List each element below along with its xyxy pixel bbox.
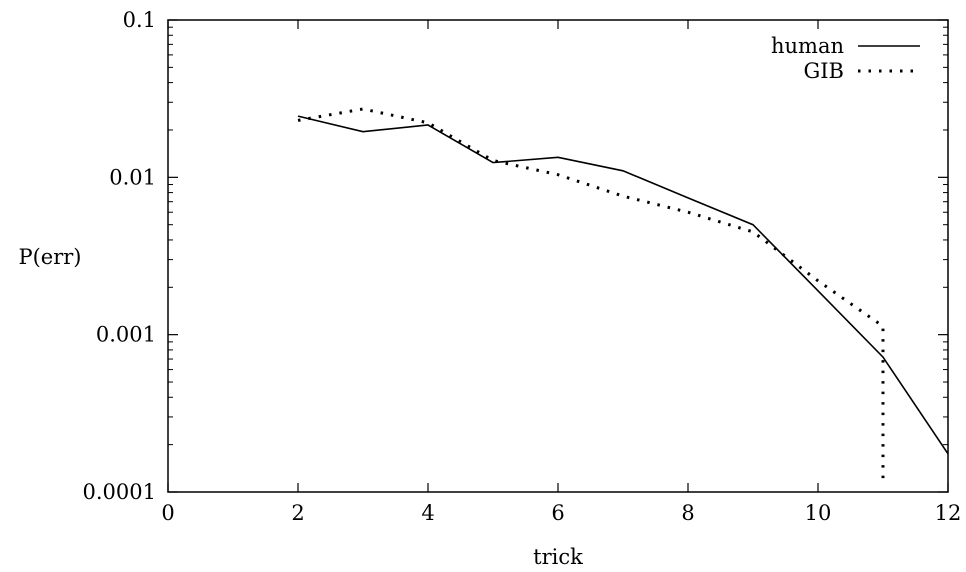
plot-frame — [167, 19, 949, 493]
tick-marks — [167, 19, 949, 493]
x-tick-label: 0 — [161, 501, 174, 525]
legend: human GIB — [771, 34, 920, 83]
x-tick-label: 6 — [551, 501, 564, 525]
y-tick-label: 0.01 — [109, 165, 156, 189]
y-tick-label: 0.1 — [123, 8, 156, 32]
x-tick-label: 8 — [681, 501, 694, 525]
series-lines — [297, 107, 949, 480]
x-axis-label: trick — [533, 545, 583, 569]
y-tick-label: 0.0001 — [83, 480, 156, 504]
y-axis-label: P(err) — [18, 245, 81, 269]
tick-labels: 0 2 4 6 8 10 12 0.0001 0.001 0.01 0.1 — [83, 8, 962, 525]
legend-label-human: human — [771, 34, 844, 58]
x-tick-label: 2 — [291, 501, 304, 525]
legend-label-gib: GIB — [803, 59, 844, 83]
x-tick-label: 4 — [421, 501, 434, 525]
series-line-human — [297, 115, 949, 455]
y-tick-label: 0.001 — [96, 323, 156, 347]
x-tick-label: 12 — [935, 501, 962, 525]
x-tick-label: 10 — [805, 501, 832, 525]
